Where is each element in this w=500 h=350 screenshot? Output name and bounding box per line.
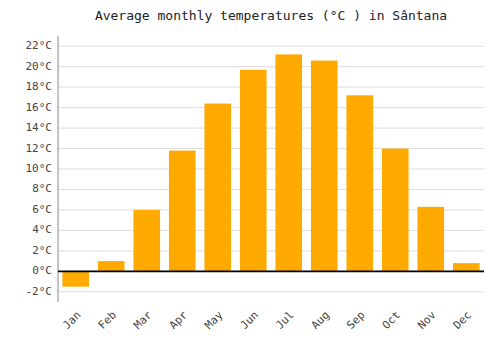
x-tick-label: May (202, 308, 226, 332)
y-tick-label: 6°C (32, 203, 52, 216)
bar (133, 210, 160, 271)
y-tick-label: 8°C (32, 182, 52, 195)
grid-line (58, 148, 484, 149)
bar (311, 61, 338, 272)
x-tick-label: Dec (451, 309, 474, 332)
grid-line (58, 107, 484, 108)
grid-line (58, 189, 484, 190)
x-tick-label: Aug (309, 309, 332, 332)
bar (382, 149, 409, 272)
y-tick-label: 0°C (32, 264, 52, 277)
y-tick-label: 2°C (32, 244, 52, 257)
bar (346, 95, 373, 271)
x-tick-label: Jun (238, 309, 261, 332)
bar (98, 261, 125, 271)
y-tick-label: 20°C (26, 60, 53, 73)
chart: Average monthly temperatures (°C ) in Sâ… (0, 0, 500, 350)
x-axis: Jan Feb Mar Apr May Jun Jul Aug Sep Oct Nov Dec (60, 308, 474, 332)
y-axis-line (58, 36, 59, 302)
grid-line (58, 169, 484, 170)
grid-line (58, 87, 484, 88)
grid-line (58, 271, 484, 272)
y-tick-label: 12°C (26, 142, 53, 155)
x-tick-label: Oct (380, 309, 403, 332)
x-tick-label: Apr (167, 308, 191, 332)
bar (204, 104, 231, 272)
x-tick-label: Feb (96, 309, 119, 332)
bar (240, 70, 267, 272)
y-axis: -2°C 0°C 2°C 4°C 6°C 8°C 10°C 12°C 14°C 16°C 18°C 2… (26, 36, 59, 302)
y-tick-label: 10°C (26, 162, 53, 175)
grid-line (58, 291, 484, 292)
grid-line (58, 128, 484, 129)
bar (275, 54, 302, 271)
x-tick-label: Jan (60, 309, 83, 332)
y-tick-label: 22°C (26, 39, 53, 52)
y-tick-label: 4°C (32, 223, 52, 236)
grid-line (58, 66, 484, 67)
bar (453, 263, 480, 271)
y-tick-label: 16°C (26, 101, 53, 114)
y-tick-label: -2°C (26, 285, 53, 298)
bars (62, 54, 479, 286)
bar (169, 151, 196, 272)
x-tick-label: Mar (131, 308, 155, 332)
bar (417, 207, 444, 271)
grid (58, 46, 484, 292)
chart-container: Average monthly temperatures (°C ) in Sâ… (0, 0, 500, 350)
x-tick-label: Nov (415, 308, 439, 332)
y-tick-label: 14°C (26, 121, 53, 134)
y-tick-label: 18°C (26, 80, 53, 93)
bar (62, 271, 89, 286)
grid-line (58, 46, 484, 47)
title: Average monthly temperatures (°C ) in Sâ… (95, 8, 447, 23)
x-tick-label: Jul (273, 309, 296, 332)
x-tick-label: Sep (344, 309, 367, 332)
zero-line (58, 270, 484, 272)
